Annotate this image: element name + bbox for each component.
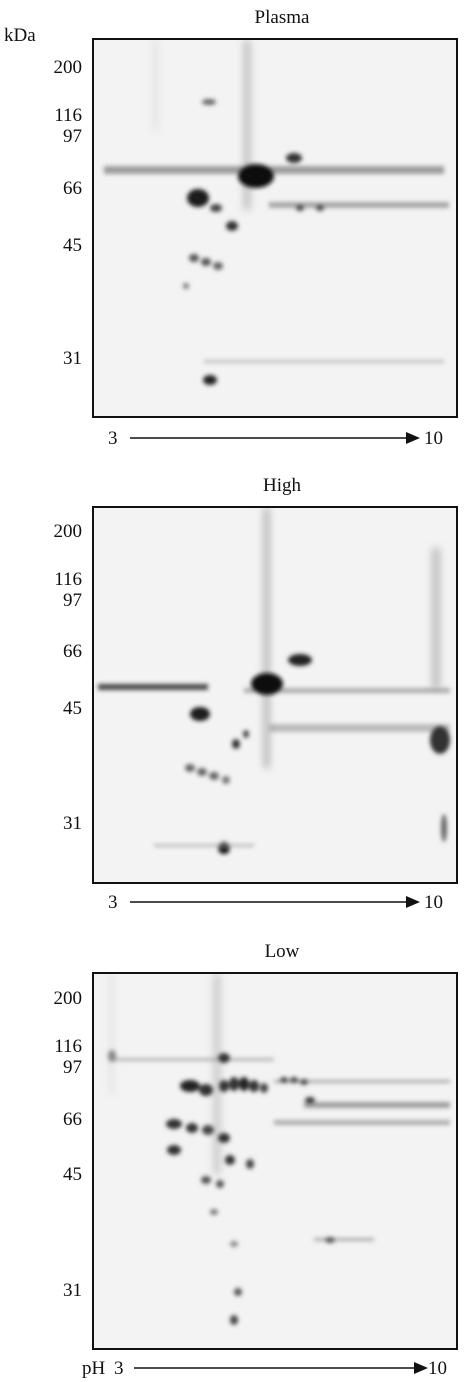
ph-end-label: 10	[424, 892, 443, 913]
ph-gradient-arrow	[130, 432, 420, 444]
ph-end-label: 10	[428, 1358, 447, 1379]
gel-image-low	[92, 972, 458, 1350]
ph-gradient-arrow	[130, 896, 420, 908]
mw-marker-116: 116	[54, 569, 82, 590]
mw-marker-97: 97	[63, 1057, 82, 1078]
mw-marker-200: 200	[53, 57, 83, 78]
gel-image-plasma	[92, 38, 458, 418]
mw-marker-116: 116	[54, 1036, 82, 1057]
mw-marker-31: 31	[63, 1280, 82, 1301]
mw-marker-97: 97	[63, 126, 82, 147]
mw-marker-45: 45	[63, 1164, 82, 1185]
mw-marker-116: 116	[54, 105, 82, 126]
ph-start-label: 3	[114, 1358, 124, 1379]
mw-marker-97: 97	[63, 590, 82, 611]
ph-gradient-arrow	[134, 1362, 428, 1374]
gel-image-high	[92, 506, 458, 884]
panel-title: Low	[264, 941, 300, 962]
mw-marker-66: 66	[63, 1109, 82, 1130]
mw-marker-66: 66	[63, 641, 82, 662]
axis-unit-label: kDa	[4, 25, 36, 46]
ph-start-label: 3	[108, 428, 118, 449]
mw-marker-31: 31	[63, 813, 82, 834]
ph-start-label: 3	[108, 892, 118, 913]
panel-title: High	[263, 475, 301, 496]
ph-axis-label: pH	[82, 1358, 106, 1379]
panel-title: Plasma	[254, 7, 310, 28]
mw-marker-45: 45	[63, 698, 82, 719]
ph-end-label: 10	[424, 428, 443, 449]
mw-marker-31: 31	[63, 348, 82, 369]
mw-marker-66: 66	[63, 178, 82, 199]
mw-marker-45: 45	[63, 235, 82, 256]
mw-marker-200: 200	[53, 988, 83, 1009]
mw-marker-200: 200	[53, 521, 83, 542]
